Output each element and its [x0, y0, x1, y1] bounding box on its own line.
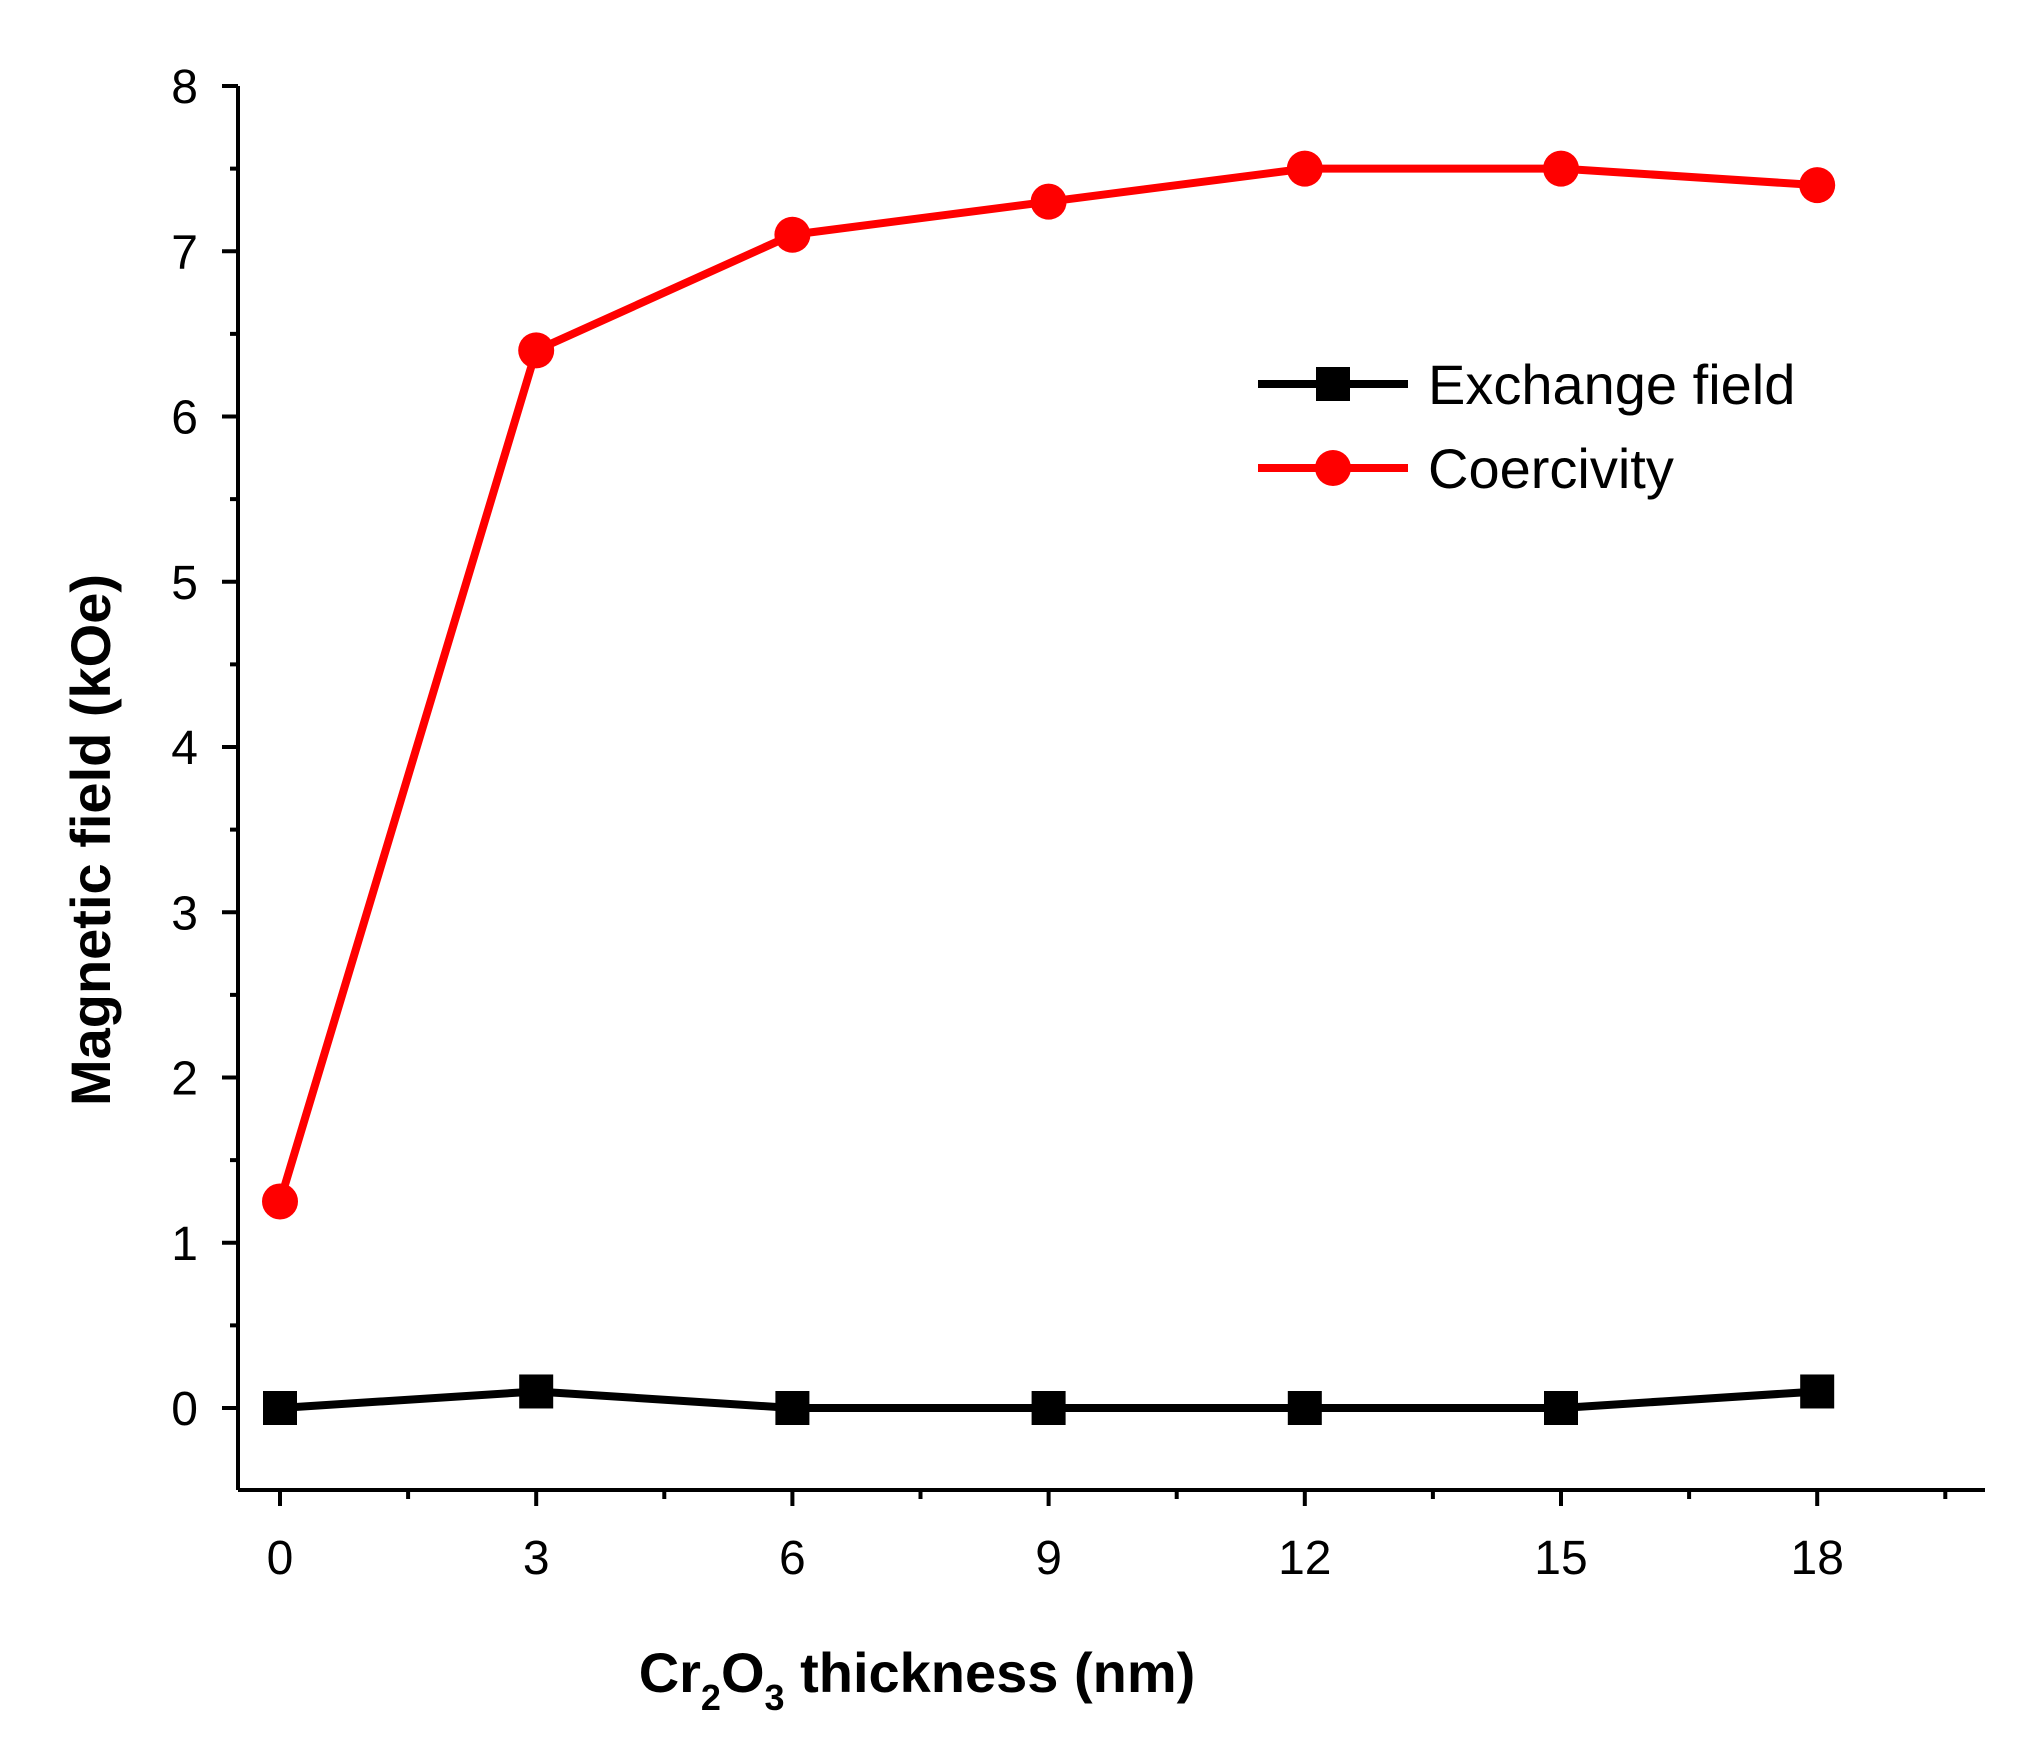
data-point-coercivity: [1543, 150, 1579, 187]
x-axis-title-mid: O: [721, 1641, 765, 1704]
data-point-coercivity: [518, 332, 555, 369]
x-tick-label: 0: [267, 1532, 294, 1585]
data-point-exchange-field: [775, 1391, 810, 1425]
x-tick-label: 3: [523, 1532, 550, 1585]
series-line-coercivity: [276, 164, 1818, 1203]
y-tick-label: 1: [171, 1218, 198, 1271]
legend-label-exchange-field: Exchange field: [1428, 353, 1795, 416]
data-point-coercivity: [1799, 167, 1836, 204]
x-axis-title: Cr2O3 thickness (nm): [639, 1641, 1196, 1718]
y-axis-title: Magnetic field (kOe): [59, 574, 122, 1106]
y-tick-label: 6: [171, 392, 198, 445]
x-tick-label: 18: [1791, 1532, 1844, 1585]
legend-marker-square: [1316, 367, 1350, 401]
x-tick-label: 9: [1035, 1532, 1062, 1585]
data-point-coercivity: [774, 216, 811, 253]
y-tick-label: 0: [171, 1383, 198, 1436]
x-tick-label: 6: [779, 1532, 806, 1585]
y-tick-label: 5: [171, 557, 198, 610]
x-axis-title-sub2: 3: [765, 1677, 785, 1718]
x-axis-title-sub1: 2: [701, 1677, 721, 1718]
x-axis-title-prefix: Cr: [639, 1641, 701, 1704]
legend-item-coercivity: Coercivity: [1258, 437, 1674, 500]
legend: Exchange field Coercivity: [1258, 353, 1795, 500]
axes: [236, 86, 1985, 1492]
data-point-coercivity: [1030, 183, 1067, 220]
data-point-coercivity: [1286, 150, 1323, 187]
data-point-exchange-field: [1800, 1374, 1835, 1409]
x-tick-label: 12: [1278, 1532, 1331, 1585]
data-point-exchange-field: [1031, 1391, 1066, 1425]
data-point-exchange-field: [1544, 1391, 1578, 1425]
series-layer: [262, 150, 1836, 1425]
data-point-exchange-field: [263, 1391, 297, 1425]
y-tick-label: 4: [171, 722, 198, 775]
y-ticks: 0 1 2 3 4 5 6 7 8: [171, 61, 238, 1436]
x-axis-title-suffix: thickness (nm): [785, 1641, 1196, 1704]
legend-item-exchange-field: Exchange field: [1258, 353, 1795, 416]
y-tick-label: 7: [171, 226, 198, 279]
data-point-coercivity: [262, 1183, 298, 1220]
legend-marker-circle: [1315, 450, 1351, 486]
x-ticks: 0 3 6 9 12 15 18: [267, 1490, 1948, 1585]
data-point-exchange-field: [519, 1374, 554, 1409]
y-tick-label: 2: [171, 1053, 198, 1106]
legend-label-coercivity: Coercivity: [1428, 437, 1674, 500]
x-tick-label: 15: [1534, 1532, 1587, 1585]
data-point-exchange-field: [1287, 1391, 1322, 1425]
y-tick-label: 3: [171, 887, 198, 940]
y-tick-label: 8: [171, 61, 198, 114]
